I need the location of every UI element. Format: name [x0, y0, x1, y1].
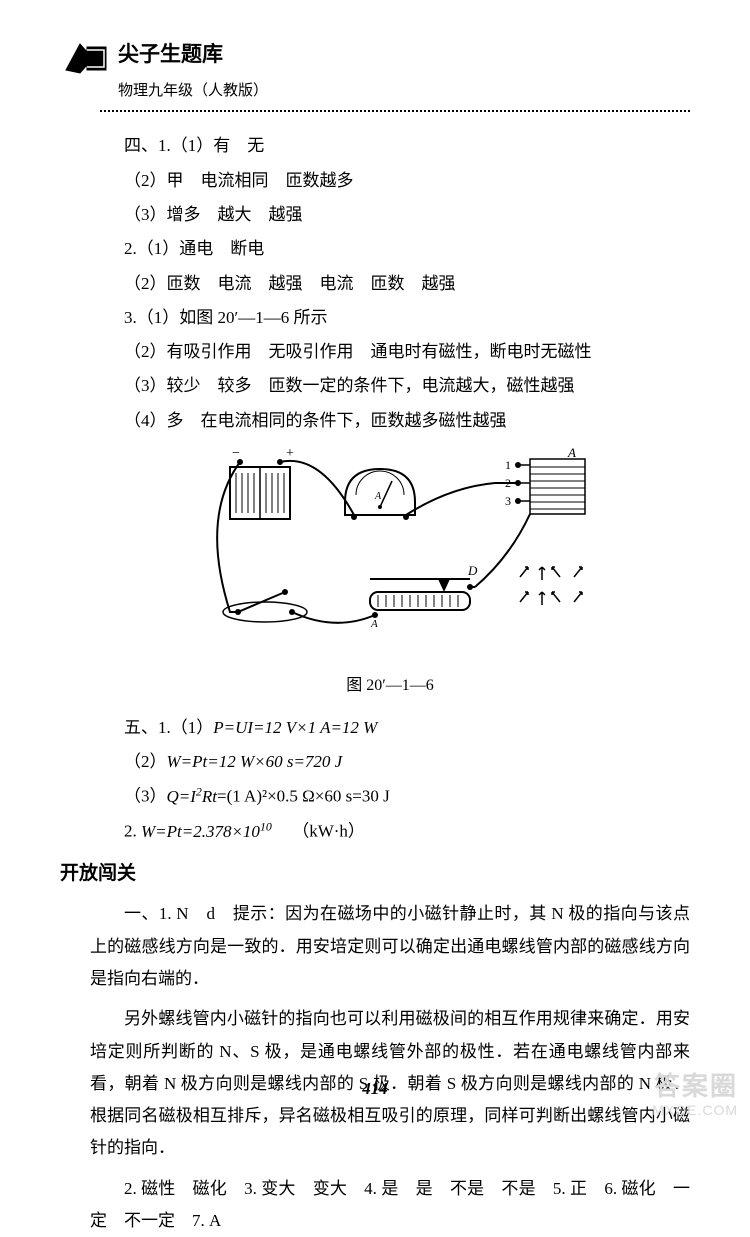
svg-text:1: 1 [505, 458, 511, 472]
svg-text:+: + [286, 447, 294, 461]
diagram-caption: 图 20′—1—6 [90, 671, 690, 701]
answer-line: （3）增多 越大 越强 [90, 199, 690, 231]
answer-line: 3.（1）如图 20′—1—6 所示 [90, 302, 690, 334]
answer-line: （3）较少 较多 匝数一定的条件下，电流越大，磁性越强 [90, 370, 690, 402]
svg-text:D: D [467, 563, 478, 578]
watermark: 答案圈 MXQE.COM [652, 1072, 738, 1118]
section-heading: 开放闯关 [60, 856, 690, 892]
dotted-divider [100, 110, 690, 112]
svg-text:A: A [567, 447, 576, 460]
svg-text:A: A [374, 491, 382, 502]
ammeter-icon: A [345, 469, 415, 520]
calc-prefix: 2. [124, 822, 141, 841]
rheostat-icon: D A [370, 563, 478, 630]
paragraph: 一、1. N d 提示：因为在磁场中的小磁针静止时，其 N 极的指向与该点上的磁… [90, 898, 690, 995]
watermark-top: 答案圈 [652, 1072, 738, 1102]
answer-line: （2）匝数 电流 越强 电流 匝数 越强 [90, 268, 690, 300]
calc-formula: W=Pt=12 W×60 s=720 J [167, 752, 343, 771]
arrow-icon [60, 30, 110, 90]
calc-formula: P=UI=12 V×1 A=12 W [213, 718, 377, 737]
calc-formula: Q=I2Rt [167, 787, 217, 806]
watermark-bottom: MXQE.COM [652, 1102, 738, 1118]
paragraph: 2. 磁性 磁化 3. 变大 变大 4. 是 是 不是 不是 5. 正 6. 磁… [90, 1173, 690, 1237]
svg-text:3: 3 [505, 494, 511, 508]
svg-text:A: A [370, 618, 378, 630]
switch-icon [223, 589, 307, 622]
header-text-block: 尖子生题库 物理九年级（人教版） [118, 30, 268, 105]
answer-line: （2）有吸引作用 无吸引作用 通电时有磁性，断电时无磁性 [90, 336, 690, 368]
circuit-diagram: − + A [90, 447, 690, 702]
page-number: 414 [0, 1073, 750, 1105]
nails-icon [520, 567, 582, 605]
book-subtitle: 物理九年级（人教版） [118, 77, 268, 106]
calc-prefix: （2） [124, 752, 167, 771]
calc-tail: =(1 A)²×0.5 Ω×60 s=30 J [217, 787, 390, 806]
calc-line: （2）W=Pt=12 W×60 s=720 J [90, 746, 690, 778]
answer-line: （2）甲 电流相同 匝数越多 [90, 165, 690, 197]
book-title: 尖子生题库 [118, 35, 268, 75]
answer-line: （4）多 在电流相同的条件下，匝数越多磁性越强 [90, 405, 690, 437]
calc-prefix: （3） [124, 787, 167, 806]
coil-block-icon: A 1 2 3 [495, 447, 585, 514]
battery-icon: − + [230, 447, 294, 519]
calc-formula: W=Pt=2.378×10 [141, 822, 260, 841]
calc-prefix: 五、1.（1） [124, 718, 213, 737]
calc-line: 2. W=Pt=2.378×1010（kW·h） [90, 815, 690, 848]
calc-unit: （kW·h） [292, 822, 365, 841]
answer-line: 四、1.（1）有 无 [90, 130, 690, 162]
answer-line: 2.（1）通电 断电 [90, 233, 690, 265]
svg-text:−: − [232, 447, 240, 461]
calc-line: 五、1.（1）P=UI=12 V×1 A=12 W [90, 712, 690, 744]
calc-line: （3）Q=I2Rt=(1 A)²×0.5 Ω×60 s=30 J [90, 780, 690, 813]
page-header: 尖子生题库 物理九年级（人教版） [60, 30, 690, 105]
content-body: 四、1.（1）有 无 （2）甲 电流相同 匝数越多 （3）增多 越大 越强 2.… [60, 130, 690, 1237]
